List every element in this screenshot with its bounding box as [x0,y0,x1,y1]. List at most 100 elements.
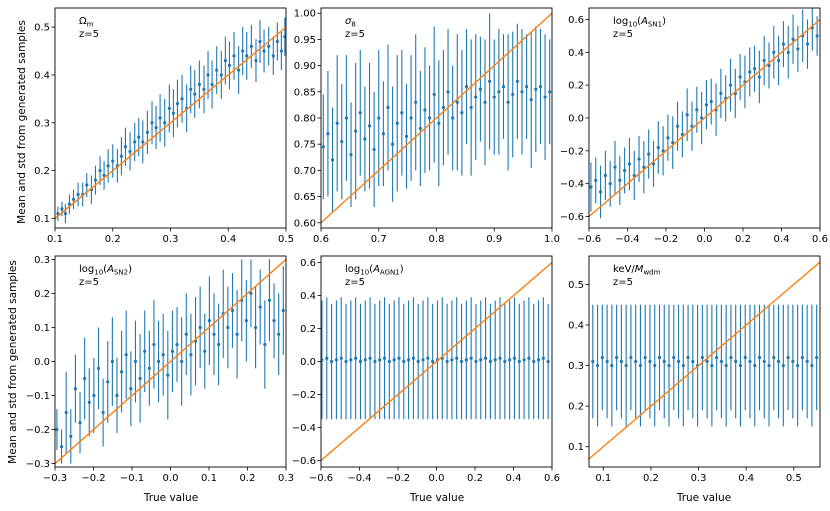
data-point [339,356,343,360]
x-tick-label: 0.2 [643,473,659,484]
data-point [651,162,656,166]
data-point [543,95,547,99]
data-point [55,427,59,432]
data-point [258,39,262,44]
data-point [796,363,800,368]
y-tick-label: 0.6 [568,15,584,26]
data-point [349,153,353,157]
y-tick-label: −0.4 [292,423,316,434]
data-point [363,137,367,141]
data-point [738,363,743,368]
data-point [138,376,142,381]
x-tick-label: 0.6 [812,234,828,245]
data-point [595,363,600,368]
data-point [488,79,492,83]
data-point [180,359,184,364]
data-point [373,359,377,364]
data-point [115,393,119,398]
panel-4: −0.3 −0.2 −0.1 0.0 0.1 0.2 0.3 −0.3 −0.2 −0.1 0.0 0… [26,255,294,484]
data-point [326,132,330,136]
y-tick-label: 0.70 [294,166,316,177]
data-point [615,355,619,360]
data-point [279,49,283,53]
data-point [653,363,657,368]
panel-6: 0.1 0.2 0.3 0.4 0.50.10.20.30.40.5keV/Mwdmz=… [568,255,821,484]
data-point [743,355,747,360]
data-point [432,92,436,97]
y-tick-label: 0.4 [568,48,584,59]
data-point [85,183,89,187]
panel-label: log10(ASN1) [613,16,666,29]
x-tick-label: 0.5 [278,234,294,245]
y-tick-label: 0.80 [294,114,316,125]
data-point [263,342,267,347]
data-point [63,212,67,216]
data-point [450,358,454,362]
data-point [685,113,689,117]
label-base: 10 [94,269,103,277]
y-tick-label: 0.0 [34,357,50,368]
y-tick-label: 1.00 [294,9,316,20]
data-point [358,359,363,364]
label-func: log [345,264,360,275]
data-point [367,124,372,128]
data-point [267,44,271,48]
y-tick-label: 0.2 [34,166,50,177]
label-var: A [640,16,648,27]
data-point [271,54,275,58]
label-paren: ( [369,264,373,275]
data-point [781,42,786,46]
data-point [695,108,699,112]
data-point [193,92,197,96]
data-point [546,359,550,364]
data-point [71,197,76,201]
data-point [724,363,728,368]
data-point [762,359,766,364]
y-tick-label: 0.4 [34,70,50,81]
data-point [411,356,415,360]
x-tick-label: −0.6 [309,473,333,484]
y-tick-label: 0.3 [34,255,50,266]
data-point [119,154,124,158]
label-var: A [106,264,114,275]
x-tick-label: 0.2 [240,473,256,484]
label-func: keV/ [613,264,635,275]
data-point [133,140,137,144]
data-point [642,165,646,169]
data-point [56,212,60,216]
data-point [76,192,80,197]
data-point [129,387,133,391]
y-tick-label: 0.2 [300,324,316,335]
identity-line [55,26,286,219]
data-point [123,145,128,149]
label-sub: m [87,21,94,29]
x-tick-label: 0.4 [738,473,754,484]
data-point [810,363,814,368]
data-point [488,359,492,364]
label-sub: AGN1 [380,269,400,277]
data-point [170,349,175,353]
data-point [715,355,719,360]
data-point [455,356,459,360]
data-point [152,342,156,347]
data-point [329,359,334,364]
data-point [358,111,362,115]
data-point [662,359,666,364]
data-point [161,353,165,357]
data-point [632,173,636,178]
data-point [431,359,435,364]
data-point [368,356,372,360]
data-point [672,355,676,360]
data-point [671,141,675,145]
data-point [180,97,184,101]
data-point [197,82,201,87]
label-paren: ) [662,16,666,27]
plot-area [589,261,820,460]
y-tick-label: 0.5 [568,280,584,291]
x-tick-label: 0.1 [47,234,63,245]
data-point [101,410,105,415]
x-tick-label: 0.1 [201,473,217,484]
data-point [386,105,390,110]
y-tick-label: 0.2 [34,289,50,300]
